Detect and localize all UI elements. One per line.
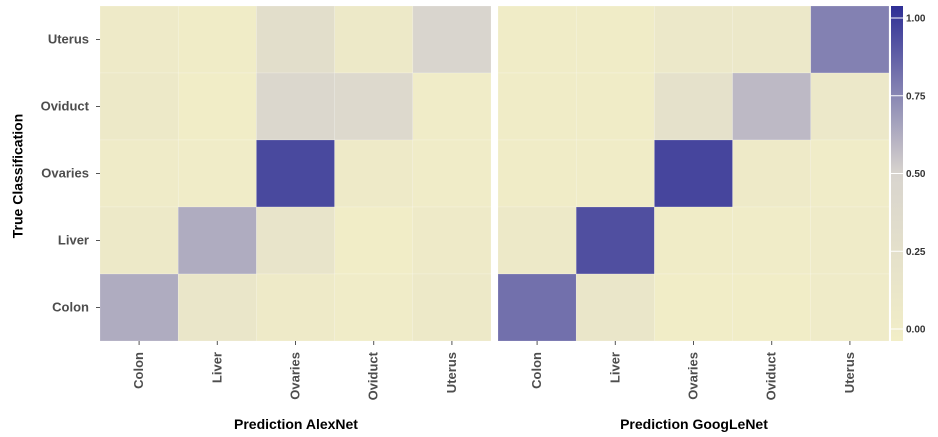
y-tick-label: Uterus [48, 32, 89, 47]
x-axis-title-alexnet: Prediction AlexNet [234, 416, 358, 432]
legend-tick-label: 0.25 [906, 247, 926, 258]
heatmap-cell [99, 206, 179, 275]
heatmap-cell [497, 139, 577, 208]
heatmap-cell [334, 273, 414, 342]
heatmap-cell [497, 273, 577, 342]
heatmap-cell [654, 273, 733, 342]
x-tick-label: Ovaries [686, 352, 701, 400]
x-tick-label: Uterus [842, 352, 857, 393]
y-tick-label: Liver [58, 233, 89, 248]
heatmap-cell [256, 72, 335, 141]
heatmap-cell [654, 206, 733, 275]
y-tick-label: Ovaries [41, 166, 89, 181]
heatmap-cell [256, 206, 335, 275]
x-tick-label: Oviduct [366, 351, 381, 400]
heatmap-cell [497, 5, 577, 74]
heatmap-cell [256, 139, 335, 208]
heatmap-cell [177, 206, 257, 275]
heatmap-cell [497, 72, 577, 141]
heatmap-cell [575, 206, 655, 275]
heatmap-cell [412, 5, 492, 74]
legend-tick-label: 0.00 [906, 325, 926, 336]
x-tick-label: Colon [131, 352, 146, 389]
heatmap-cell [177, 72, 257, 141]
x-axis-title-googlenet: Prediction GoogLeNet [620, 416, 768, 432]
legend-tick-label: 1.00 [906, 14, 926, 25]
heatmap-cell [810, 273, 890, 342]
heatmap-cell [99, 72, 179, 141]
heatmap-cell [732, 273, 812, 342]
heatmap-cell [177, 5, 257, 74]
heatmap-cell [99, 273, 179, 342]
heatmap-cell [810, 206, 890, 275]
heatmap-cell [732, 5, 812, 74]
x-tick-label: Oviduct [764, 351, 779, 400]
y-tick-label: Colon [52, 300, 89, 315]
heatmap-cell [177, 273, 257, 342]
heatmap-panel-alexnet: Uterus Oviduct Ovaries Liver Colon Colon Live… [41, 5, 492, 432]
heatmap-cell [575, 72, 655, 141]
heatmap-cell [412, 273, 492, 342]
heatmap-cell [412, 139, 492, 208]
legend-tick-label: 0.50 [906, 169, 926, 180]
y-axis-title: True Classification [10, 114, 26, 238]
heatmap-cell [497, 206, 577, 275]
heatmap-cell [256, 5, 335, 74]
heatmap-cell [575, 139, 655, 208]
heatmap-cell [654, 72, 733, 141]
heatmap-cell [412, 72, 492, 141]
heatmap-cell [575, 5, 655, 74]
heatmap-cell [575, 273, 655, 342]
heatmap-cell [412, 206, 492, 275]
heatmap-panel-googlenet: Colon Liver Ovaries Oviduct Uterus Predictio… [497, 5, 890, 432]
heatmap-cell [810, 139, 890, 208]
heatmap-cell [334, 139, 414, 208]
heatmap-cell [334, 72, 414, 141]
heatmap-cell [654, 139, 733, 208]
legend-tick-label: 0.75 [906, 91, 926, 102]
heatmap-cell [732, 72, 812, 141]
heatmap-cell [334, 206, 414, 275]
color-legend: 0.00 0.25 0.50 0.75 1.00 [891, 6, 926, 341]
heatmap-cell [732, 206, 812, 275]
x-tick-label: Uterus [444, 352, 459, 393]
heatmap-cell [732, 139, 812, 208]
heatmap-cell [256, 273, 335, 342]
x-tick-label: Ovaries [288, 352, 303, 400]
heatmap-cell [99, 5, 179, 74]
x-tick-label: Liver [607, 352, 622, 383]
y-tick-label: Oviduct [41, 99, 90, 114]
heatmap-cell [177, 139, 257, 208]
heatmap-cell [654, 5, 733, 74]
heatmap-cell [99, 139, 179, 208]
heatmap-cell [810, 72, 890, 141]
x-tick-label: Liver [209, 352, 224, 383]
heatmap-cell [334, 5, 414, 74]
x-tick-label: Colon [529, 352, 544, 389]
heatmap-cell [810, 5, 890, 74]
